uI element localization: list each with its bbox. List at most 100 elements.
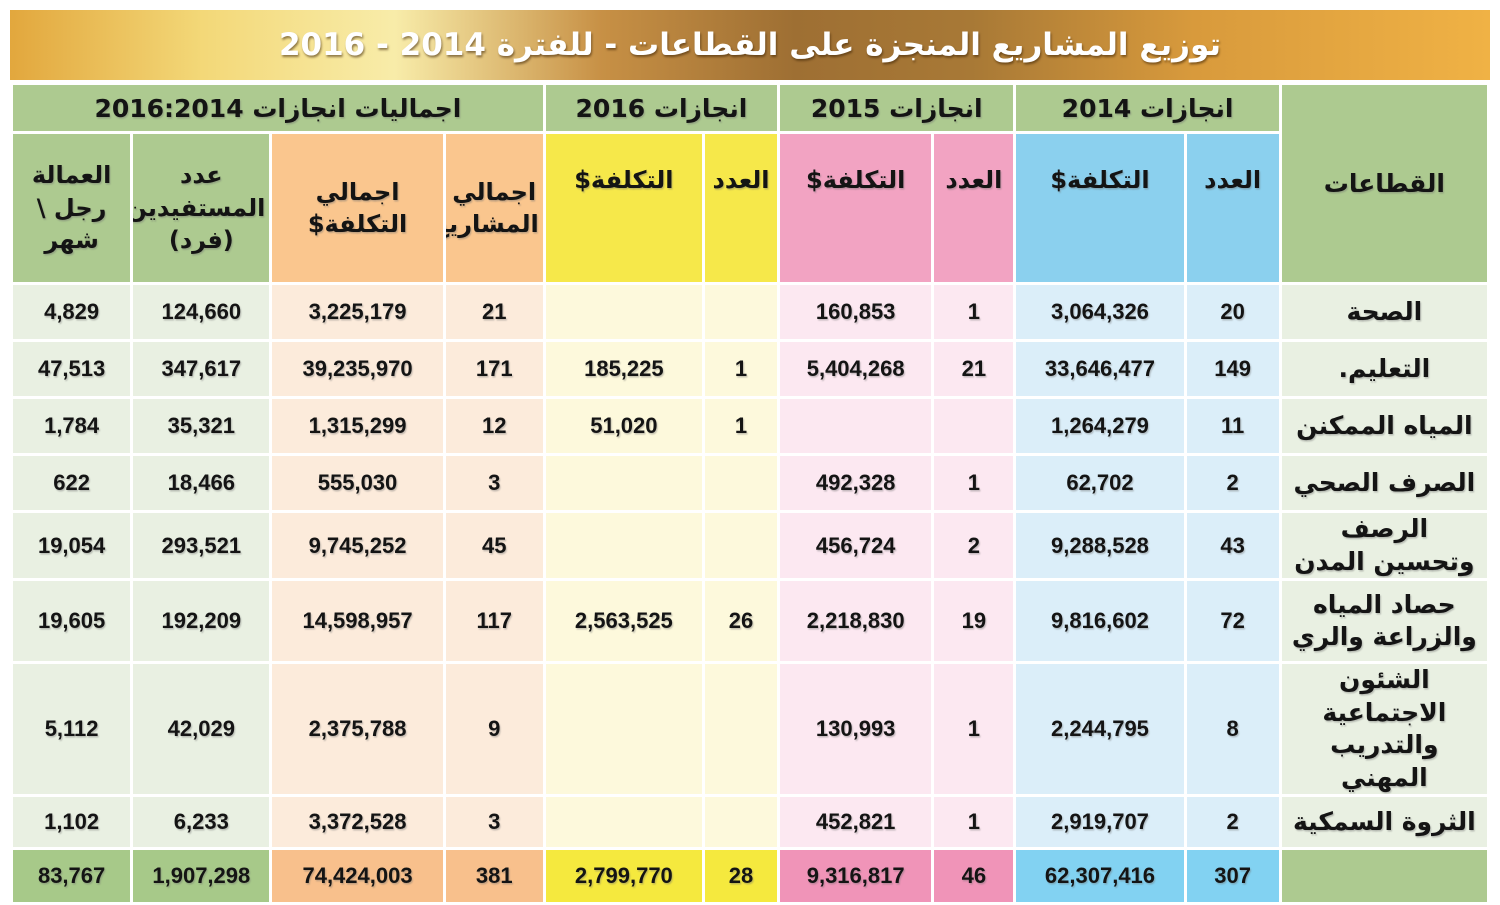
- column-header-total-projects: اجمالي المشاريع: [445, 134, 543, 282]
- column-header-beneficiaries: عدد المستفيدين (فرد): [133, 134, 270, 282]
- cell-2015-cost: 160,853: [780, 285, 932, 339]
- column-header-labor-man-month: العمالة رجل \ شهر: [13, 134, 131, 282]
- cell-2015-count: 1: [934, 285, 1014, 339]
- cell-total-projects: 9: [445, 664, 543, 794]
- cell-2014-count: 72: [1186, 581, 1279, 661]
- cell-sector: الصحة: [1281, 285, 1487, 339]
- cell-2016-cost: [545, 513, 702, 578]
- group-header-2016: انجازات 2016: [545, 85, 778, 131]
- cell-total-cost: 1,315,299: [272, 399, 443, 453]
- cell-sector: التعليم.: [1281, 342, 1487, 396]
- cell-2016-count: [704, 797, 778, 847]
- cell-total-projects: 12: [445, 399, 543, 453]
- cell-2014-count: 8: [1186, 664, 1279, 794]
- column-header-total-cost: اجمالي التكلفة$: [272, 134, 443, 282]
- cell-2014-cost: 2,919,707: [1016, 797, 1184, 847]
- cell-sector: المياه الممكنن: [1281, 399, 1487, 453]
- cell-2014-cost: 62,702: [1016, 456, 1184, 510]
- cell-2014-cost: 9,816,602: [1016, 581, 1184, 661]
- cell-2015-cost: 130,993: [780, 664, 932, 794]
- cell-2014-cost: 3,064,326: [1016, 285, 1184, 339]
- report-title: توزيع المشاريع المنجزة على القطاعات - لل…: [278, 27, 1222, 63]
- cell-labor: 622: [13, 456, 131, 510]
- cell-2016-cost: 2,563,525: [545, 581, 702, 661]
- cell-2014-cost: 9,288,528: [1016, 513, 1184, 578]
- cell-sector: الرصف وتحسين المدن: [1281, 513, 1487, 578]
- group-header-2014: انجازات 2014: [1016, 85, 1279, 131]
- cell-2016-count: 1: [704, 399, 778, 453]
- cell-total-projects: 117: [445, 581, 543, 661]
- column-header-2016-cost: التكلفة$: [545, 134, 702, 282]
- cell-2016-cost: [545, 664, 702, 794]
- cell-beneficiaries: 192,209: [133, 581, 270, 661]
- cell-beneficiaries: 6,233: [133, 797, 270, 847]
- cell-2014-count: 149: [1186, 342, 1279, 396]
- report-page: توزيع المشاريع المنجزة على القطاعات - لل…: [10, 10, 1490, 902]
- cell-2015-count: 2: [934, 513, 1014, 578]
- cell-total-cost: 2,375,788: [272, 664, 443, 794]
- cell-2016-count: [704, 664, 778, 794]
- cell-total-projects: 3: [445, 797, 543, 847]
- cell-beneficiaries: 42,029: [133, 664, 270, 794]
- cell-2014-count: 20: [1186, 285, 1279, 339]
- report-title-bar: توزيع المشاريع المنجزة على القطاعات - لل…: [10, 10, 1490, 80]
- cell-total-cost: 3,372,528: [272, 797, 443, 847]
- cell-2015-cost: 2,218,830: [780, 581, 932, 661]
- cell-total-cost: 555,030: [272, 456, 443, 510]
- cell-2016-count: 1: [704, 342, 778, 396]
- cell-beneficiaries: 1,907,298: [133, 850, 270, 902]
- cell-labor: 1,784: [13, 399, 131, 453]
- cell-labor: 4,829: [13, 285, 131, 339]
- cell-2016-cost: [545, 285, 702, 339]
- column-header-sectors: القطاعات: [1281, 85, 1487, 282]
- cell-total-projects: 3: [445, 456, 543, 510]
- cell-2016-count: [704, 456, 778, 510]
- cell-2015-count: 46: [934, 850, 1014, 902]
- cell-2015-count: 1: [934, 664, 1014, 794]
- cell-2016-count: 28: [704, 850, 778, 902]
- cell-beneficiaries: 124,660: [133, 285, 270, 339]
- table-row: الرصف وتحسين المدن 43 9,288,528 2 456,724 45 9…: [13, 513, 1487, 578]
- cell-total-cost: 14,598,957: [272, 581, 443, 661]
- group-header-totals-2014-2016: اجماليات انجازات 2016:2014: [13, 85, 543, 131]
- cell-2014-count: 2: [1186, 797, 1279, 847]
- cell-total-projects: 381: [445, 850, 543, 902]
- cell-2014-cost: 2,244,795: [1016, 664, 1184, 794]
- cell-2014-cost: 1,264,279: [1016, 399, 1184, 453]
- cell-2016-count: 26: [704, 581, 778, 661]
- cell-2016-cost: 185,225: [545, 342, 702, 396]
- cell-sector: [1281, 850, 1487, 902]
- cell-2015-cost: 452,821: [780, 797, 932, 847]
- column-header-2014-count: العدد: [1186, 134, 1279, 282]
- cell-2016-cost: [545, 456, 702, 510]
- table-row: التعليم. 149 33,646,477 21 5,404,268 1 185,225…: [13, 342, 1487, 396]
- cell-2014-cost: 62,307,416: [1016, 850, 1184, 902]
- column-header-2015-cost: التكلفة$: [780, 134, 932, 282]
- cell-2016-cost: 2,799,770: [545, 850, 702, 902]
- cell-2014-count: 307: [1186, 850, 1279, 902]
- cell-2015-cost: 492,328: [780, 456, 932, 510]
- cell-2014-cost: 33,646,477: [1016, 342, 1184, 396]
- cell-2016-count: [704, 285, 778, 339]
- cell-total-cost: 3,225,179: [272, 285, 443, 339]
- cell-2015-count: 1: [934, 456, 1014, 510]
- projects-by-sector-table: القطاعات انجازات 2014 انجازات 2015 انجاز…: [10, 82, 1490, 905]
- cell-2015-cost: 456,724: [780, 513, 932, 578]
- cell-beneficiaries: 35,321: [133, 399, 270, 453]
- cell-2015-count: 21: [934, 342, 1014, 396]
- cell-sector: حصاد المياه والزراعة والري: [1281, 581, 1487, 661]
- cell-2016-count: [704, 513, 778, 578]
- cell-labor: 19,054: [13, 513, 131, 578]
- cell-total-projects: 21: [445, 285, 543, 339]
- cell-2015-count: 1: [934, 797, 1014, 847]
- column-header-2014-cost: التكلفة$: [1016, 134, 1184, 282]
- cell-2016-cost: 51,020: [545, 399, 702, 453]
- table-row: المياه الممكنن 11 1,264,279 1 51,020 12 1,315,…: [13, 399, 1487, 453]
- cell-2015-cost: [780, 399, 932, 453]
- table-row: حصاد المياه والزراعة والري 72 9,816,602 19 2…: [13, 581, 1487, 661]
- table-subheader-row: العدد التكلفة$ العدد التكلفة$ العدد التك…: [13, 134, 1487, 282]
- cell-2015-count: [934, 399, 1014, 453]
- cell-labor: 47,513: [13, 342, 131, 396]
- cell-beneficiaries: 347,617: [133, 342, 270, 396]
- cell-total-cost: 39,235,970: [272, 342, 443, 396]
